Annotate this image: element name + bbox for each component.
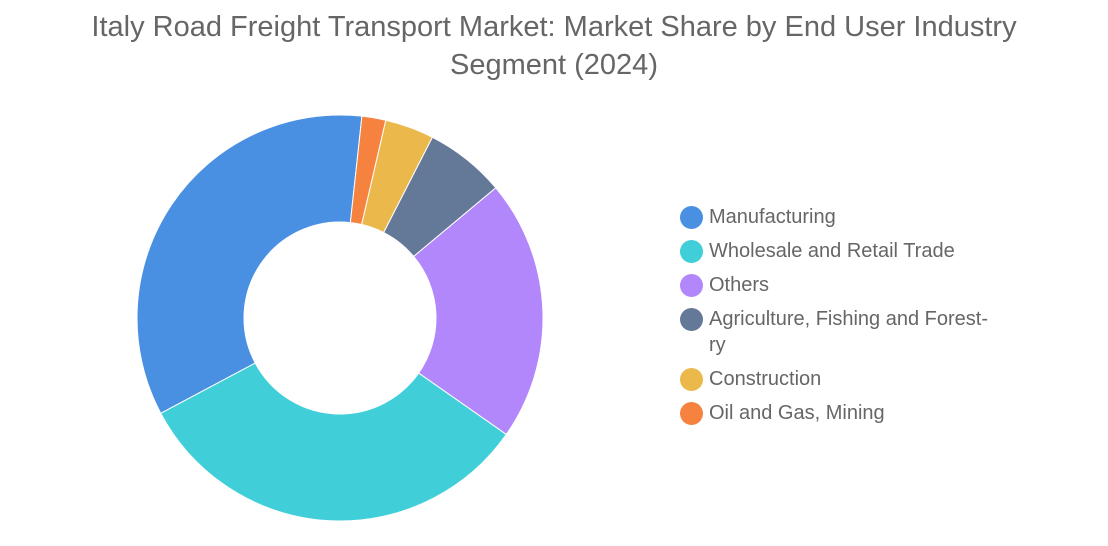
- slice-others: [412, 187, 544, 436]
- legend-item[interactable]: Others: [680, 272, 1010, 298]
- legend-label: Oil and Gas, Mining: [709, 402, 885, 424]
- legend-label: Construction: [709, 368, 822, 390]
- legend-swatch: [680, 368, 703, 391]
- legend-swatch: [680, 206, 703, 229]
- legend: Manufacturing Wholesale and Retail Trade O…: [680, 204, 1010, 434]
- legend-label: Others: [709, 274, 770, 296]
- legend-label: Manufacturing: [709, 206, 836, 228]
- legend-item[interactable]: Wholesale and Retail Trade: [680, 238, 1010, 264]
- legend-swatch: [680, 402, 703, 425]
- legend-label: Wholesale and Retail Trade: [709, 240, 955, 262]
- slice-manufacturing: [136, 114, 363, 414]
- legend-swatch: [680, 274, 703, 297]
- legend-item[interactable]: Construction: [680, 366, 1010, 392]
- legend-item[interactable]: Oil and Gas, Mining: [680, 400, 1010, 426]
- legend-label: Agriculture, Fishing and Forest-ry: [709, 308, 989, 356]
- legend-swatch: [680, 240, 703, 263]
- legend-item[interactable]: Agriculture, Fishing and Forest-ry: [680, 306, 1010, 358]
- legend-item[interactable]: Manufacturing: [680, 204, 1010, 230]
- legend-swatch: [680, 308, 703, 331]
- chart-title: Italy Road Freight Transport Market: Mar…: [91, 11, 1017, 81]
- slice-wholesale-and-retail-trade: [160, 362, 507, 522]
